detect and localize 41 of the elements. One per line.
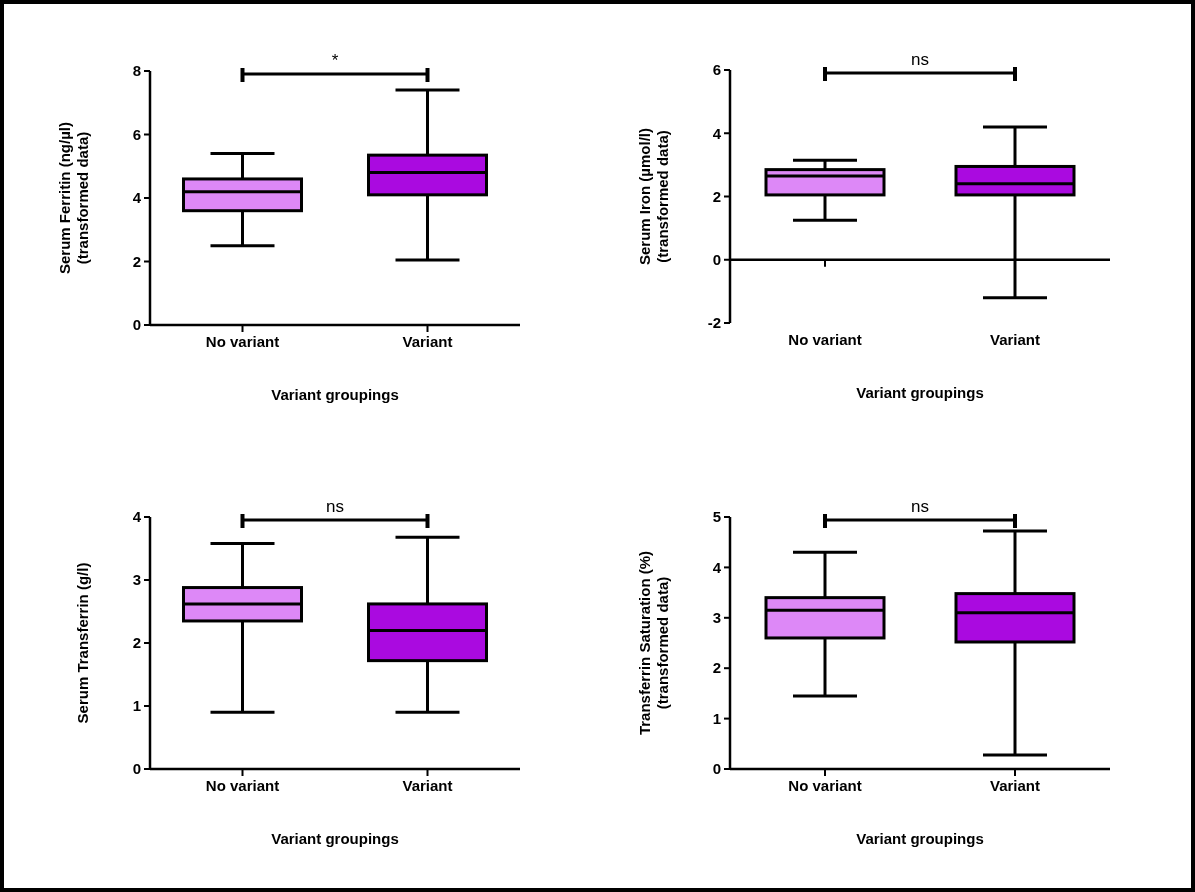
text: * (331, 51, 339, 70)
text: ns (911, 497, 929, 516)
text: ns (326, 497, 344, 516)
y-axis-title: Serum Ferritin (ng/µl) (transformed data) (56, 122, 91, 274)
y-tick-label: 0 (132, 760, 141, 778)
y-tick-label: 4 (712, 558, 722, 576)
y-tick-label: 4 (712, 124, 722, 142)
y-tick-label: 1 (712, 709, 721, 727)
x-axis-title: Variant groupings (856, 830, 984, 847)
y-tick-label: 2 (712, 187, 721, 205)
y-tick-label: 1 (132, 697, 141, 715)
y-tick-label: 3 (132, 571, 141, 589)
y-tick-label: 4 (132, 189, 142, 207)
x-axis-title: Variant groupings (271, 830, 399, 847)
x-tick-label: No variant (788, 777, 862, 794)
x-axis-title: Variant groupings (856, 384, 984, 401)
y-tick-label: 0 (712, 760, 721, 778)
y-tick-label: 2 (132, 634, 141, 652)
x-tick-label: No variant (205, 777, 280, 794)
x-tick-label: Variant (402, 777, 453, 794)
y-tick-label: 8 (132, 62, 141, 80)
x-axis-title: Variant groupings (271, 386, 399, 403)
y-tick-label: 6 (712, 61, 721, 79)
y-axis-title: Serum Iron (µmol/l) (transformed data) (636, 128, 671, 265)
y-tick-label: 2 (132, 252, 141, 270)
y-tick-label: -2 (707, 314, 721, 332)
y-tick-label: 6 (132, 125, 141, 143)
y-axis-title: Serum Transferrin (g/l) (74, 562, 91, 724)
x-tick-label: Variant (989, 331, 1041, 348)
y-tick-label: 4 (132, 508, 142, 526)
y-axis-title: Transferrin Saturation (%) (transformed data) (636, 550, 671, 736)
y-tick-label: 0 (132, 316, 141, 334)
y-tick-label: 3 (712, 609, 721, 627)
text: ns (911, 50, 929, 69)
y-tick-label: 5 (712, 508, 721, 526)
x-tick-label: Variant (989, 777, 1041, 794)
x-tick-label: Variant (402, 333, 453, 350)
x-tick-label: No variant (788, 331, 862, 348)
y-tick-label: 2 (712, 659, 721, 677)
x-tick-label: No variant (205, 333, 280, 350)
y-tick-label: 0 (712, 251, 721, 268)
